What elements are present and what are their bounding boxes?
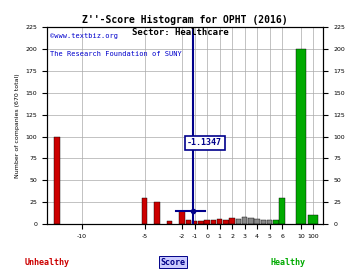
Bar xyxy=(154,202,160,224)
Title: Z''-Score Histogram for OPHT (2016): Z''-Score Histogram for OPHT (2016) xyxy=(82,15,288,25)
Bar xyxy=(192,221,198,224)
Bar xyxy=(267,220,273,224)
Text: ©www.textbiz.org: ©www.textbiz.org xyxy=(50,33,118,39)
Bar xyxy=(223,220,229,224)
Bar xyxy=(211,220,216,224)
Bar xyxy=(229,218,235,224)
Bar xyxy=(204,220,210,224)
Text: -1.1347: -1.1347 xyxy=(187,138,222,147)
Bar xyxy=(273,220,279,224)
Bar xyxy=(167,221,172,224)
Text: Unhealthy: Unhealthy xyxy=(24,258,69,266)
Bar xyxy=(296,49,306,224)
Bar xyxy=(54,137,60,224)
Bar xyxy=(235,219,241,224)
Bar xyxy=(179,211,185,224)
Bar xyxy=(279,198,285,224)
Text: Score: Score xyxy=(160,258,185,266)
Bar xyxy=(248,218,254,224)
Text: Healthy: Healthy xyxy=(270,258,306,266)
Bar xyxy=(142,198,148,224)
Bar xyxy=(217,219,222,224)
Text: Sector: Healthcare: Sector: Healthcare xyxy=(132,28,228,37)
Y-axis label: Number of companies (670 total): Number of companies (670 total) xyxy=(15,73,20,178)
Bar xyxy=(255,219,260,224)
Bar xyxy=(242,217,247,224)
Text: The Research Foundation of SUNY: The Research Foundation of SUNY xyxy=(50,51,182,57)
Bar xyxy=(309,215,318,224)
Bar xyxy=(186,220,191,224)
Bar xyxy=(261,220,266,224)
Bar xyxy=(198,221,204,224)
